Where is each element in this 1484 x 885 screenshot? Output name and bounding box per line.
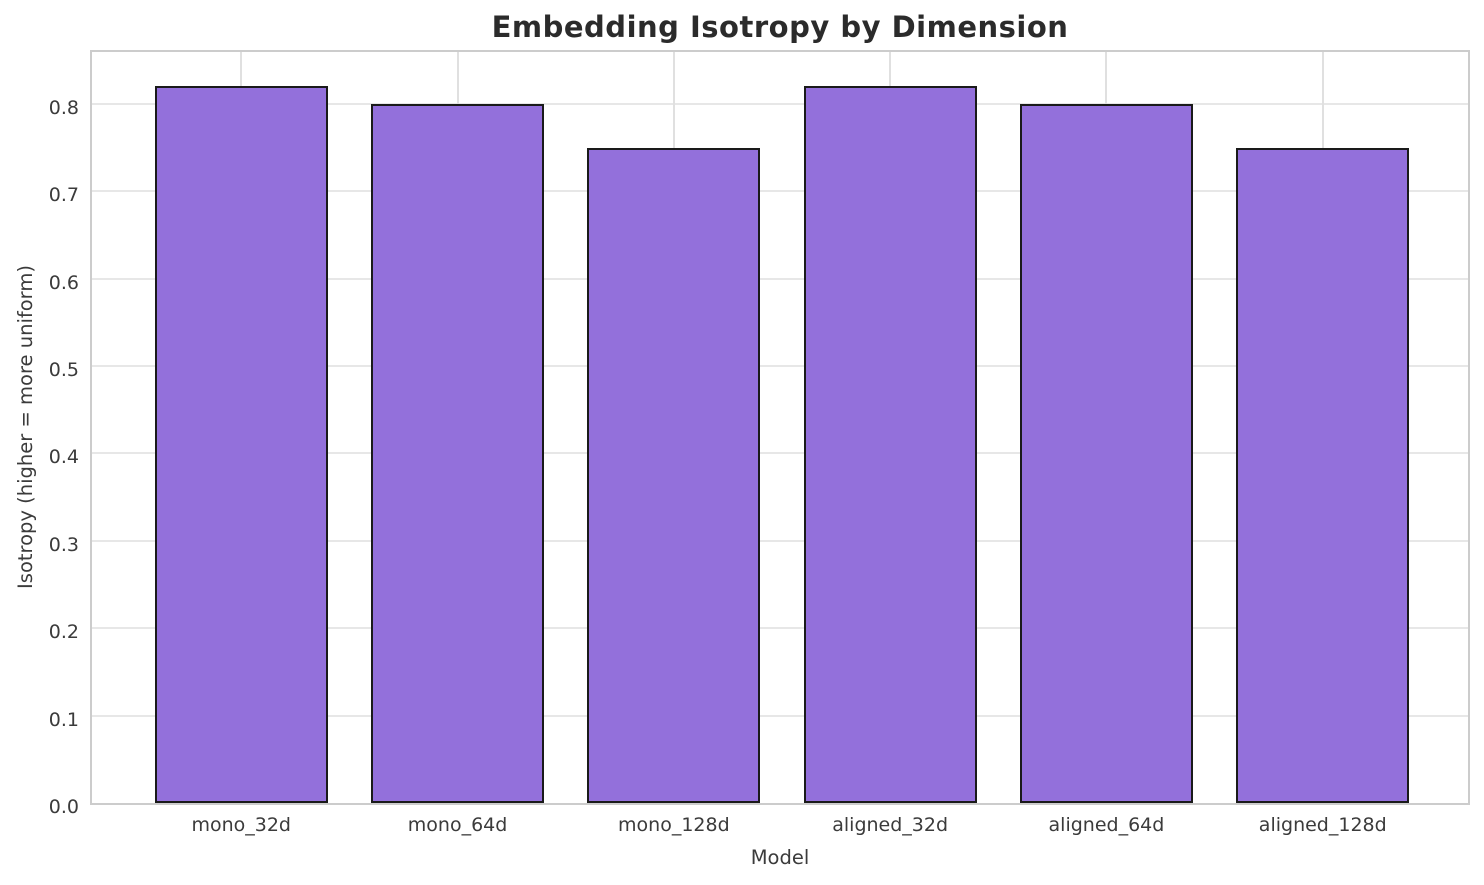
x-tick-label: aligned_128d — [1258, 814, 1387, 836]
x-tick-label: aligned_32d — [832, 814, 949, 836]
y-tick-label: 0.6 — [48, 271, 79, 294]
bar — [154, 86, 328, 803]
x-tick-label: mono_128d — [618, 814, 730, 836]
h-gridline — [92, 627, 1468, 630]
x-tick-label: mono_32d — [191, 814, 292, 836]
y-tick-label: 0.1 — [48, 708, 79, 731]
x-tick-label: aligned_64d — [1048, 814, 1165, 836]
bar — [371, 103, 545, 803]
h-gridline — [92, 452, 1468, 455]
y-tick-label: 0.3 — [48, 533, 79, 556]
h-gridline — [92, 190, 1468, 193]
x-tick-label: mono_64d — [407, 814, 508, 836]
bar — [803, 86, 977, 803]
y-tick-label: 0.2 — [48, 621, 79, 644]
chart-title: Embedding Isotropy by Dimension — [491, 10, 1069, 44]
plot-area: 0.0 0.1 0.2 0.3 0.4 0.5 0.6 0.7 0.8 mono_32d mono_… — [49, 50, 1470, 836]
y-tick-label: 0.8 — [48, 96, 79, 119]
y-tick-label: 0.7 — [48, 184, 79, 207]
bar — [1019, 103, 1193, 803]
h-gridline — [92, 714, 1468, 717]
y-axis-label: Isotropy (higher = more uniform) — [14, 265, 37, 589]
h-gridline — [92, 102, 1468, 105]
bar — [587, 147, 761, 803]
bar — [1236, 147, 1410, 803]
y-tick-label: 0.0 — [48, 796, 79, 818]
x-axis-label: Model — [750, 846, 810, 869]
h-gridline — [92, 539, 1468, 542]
y-tick-label: 0.5 — [48, 359, 79, 382]
h-gridline — [92, 365, 1468, 368]
y-tick-label: 0.4 — [48, 446, 79, 469]
h-gridline — [92, 277, 1468, 280]
